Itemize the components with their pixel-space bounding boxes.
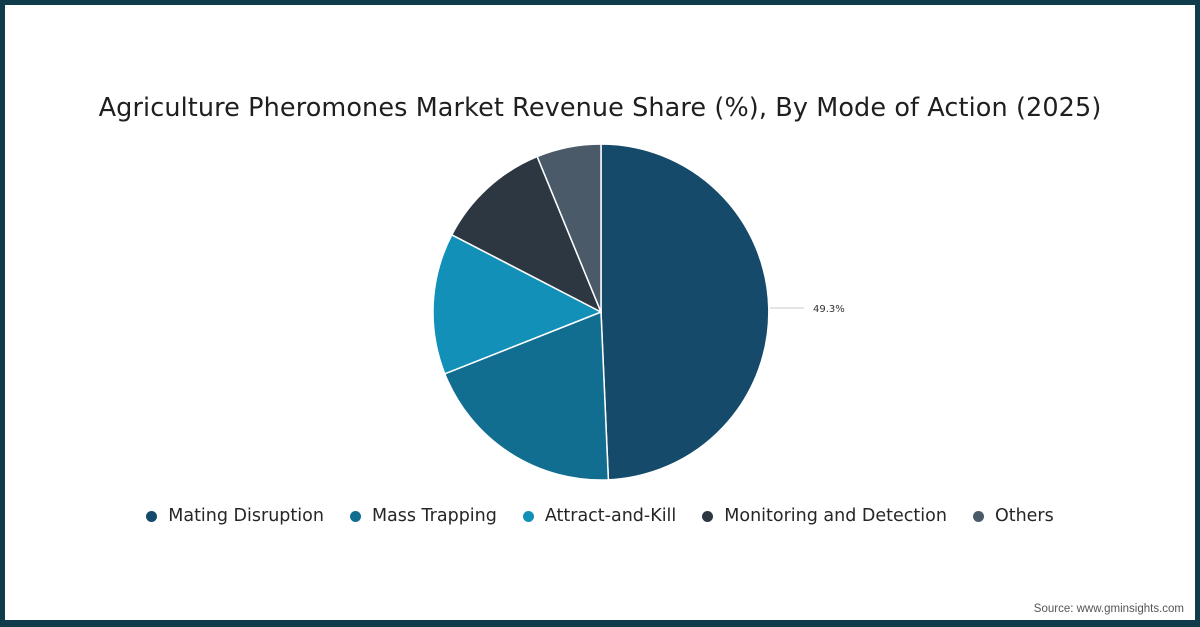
legend-label: Others [994, 506, 1054, 526]
chart-title: Agriculture Pheromones Market Revenue Sh… [98, 93, 1102, 123]
legend-dot-icon [702, 510, 714, 522]
data-label-mating-disruption: 49.3% [813, 304, 845, 315]
legend-item-mass-trapping[interactable]: Mass Trapping [349, 506, 497, 526]
legend-item-monitoring-and-detection[interactable]: Monitoring and Detection [702, 506, 947, 526]
slice-monitoring-and-detection[interactable] [451, 155, 602, 313]
slice-attract-and-kill[interactable] [432, 234, 602, 375]
legend-item-attract-and-kill[interactable]: Attract-and-Kill [522, 506, 677, 526]
legend-label: Monitoring and Detection [724, 506, 947, 526]
legend-label: Mating Disruption [168, 506, 324, 526]
legend-dot-icon [972, 510, 984, 522]
legend-item-others[interactable]: Others [972, 506, 1054, 526]
legend-label: Attract-and-Kill [544, 506, 677, 526]
legend-dot-icon [146, 510, 158, 522]
chart-legend: Mating Disruption Mass Trapping Attract-… [0, 506, 1200, 526]
slice-mating-disruption[interactable] [600, 143, 770, 481]
slice-others[interactable] [536, 143, 602, 313]
source-credit: Source: www.gminsights.com [1033, 603, 1184, 615]
legend-item-mating-disruption[interactable]: Mating Disruption [146, 506, 324, 526]
legend-dot-icon [349, 510, 361, 522]
legend-label: Mass Trapping [371, 506, 497, 526]
slice-mass-trapping[interactable] [444, 311, 610, 481]
legend-dot-icon [522, 510, 534, 522]
